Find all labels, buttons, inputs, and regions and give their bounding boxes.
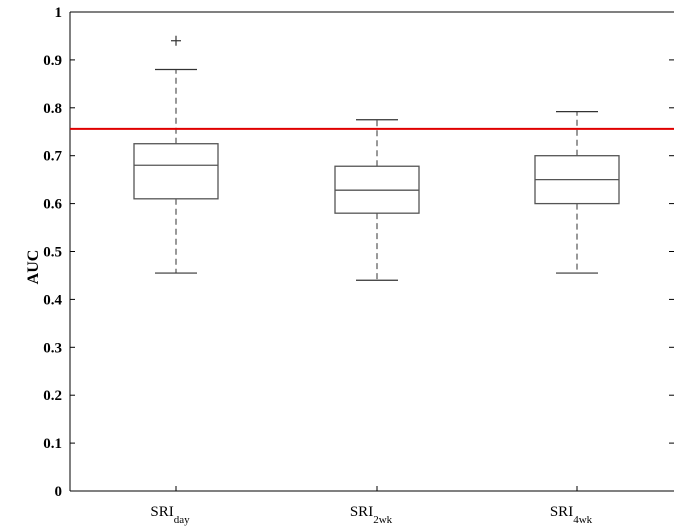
y-tick-label: 0.3 <box>43 340 62 356</box>
x-axis-labels: SRIday SRI2wk SRI4wk <box>150 504 592 526</box>
y-tick-label: 0.6 <box>43 197 62 213</box>
y-axis: 0 0.1 0.2 0.3 0.4 0.5 0.6 0.7 0.8 0.9 1 <box>43 5 674 500</box>
box-2wk <box>334 119 420 281</box>
x-tick-label-2wk: SRI2wk <box>350 504 393 526</box>
y-tick-label: 0.7 <box>43 149 62 165</box>
box-4wk <box>534 111 620 274</box>
y-tick-label: 0.5 <box>43 245 62 261</box>
iqr-box <box>133 143 219 200</box>
y-tick-label: 0.1 <box>43 436 62 452</box>
y-tick-label: 1 <box>55 5 63 21</box>
y-axis-title: AUC <box>25 250 42 285</box>
category-subscript: 2wk <box>373 514 392 526</box>
y-tick-label: 0.2 <box>43 388 62 404</box>
category-base: SRI <box>150 504 173 520</box>
box-day <box>133 35 219 274</box>
category-base: SRI <box>350 504 373 520</box>
x-tick-label-day: SRIday <box>150 504 190 526</box>
category-subscript: 4wk <box>573 514 592 526</box>
y-tick-label: 0.4 <box>43 292 62 308</box>
outlier-marker <box>171 35 181 46</box>
x-tick-label-4wk: SRI4wk <box>550 504 593 526</box>
y-tick-label: 0.9 <box>43 53 62 69</box>
category-base: SRI <box>550 504 573 520</box>
y-tick-label: 0 <box>55 484 63 500</box>
boxes <box>133 35 620 281</box>
category-subscript: day <box>174 514 190 526</box>
y-tick-label: 0.8 <box>43 101 62 117</box>
plot-frame <box>69 11 674 492</box>
